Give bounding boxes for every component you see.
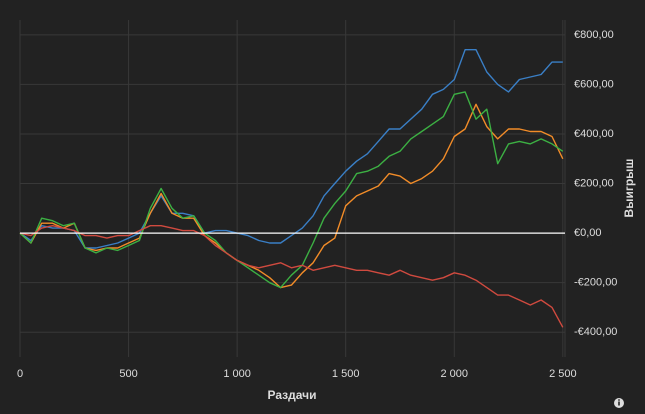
- line-series: [19, 49, 563, 249]
- y-tick-label: €600,00: [574, 78, 614, 90]
- y-tick-label: €200,00: [574, 177, 614, 189]
- x-tick-label: 1 000: [223, 368, 251, 380]
- y-axis-label: Выигрыш: [622, 159, 636, 218]
- line-series: [19, 225, 564, 328]
- x-tick-label: 2 000: [440, 368, 468, 380]
- y-tick-label: €0,00: [574, 227, 602, 239]
- y-tick-label: -€400,00: [574, 326, 617, 338]
- x-tick-label: 1 500: [332, 368, 360, 380]
- y-tick-label: €800,00: [574, 29, 614, 41]
- x-axis-label: Раздачи: [268, 388, 317, 402]
- line-series: [19, 91, 564, 289]
- y-tick-label: -€200,00: [574, 277, 617, 289]
- info-icon[interactable]: [614, 398, 624, 408]
- y-tick-label: €400,00: [574, 128, 614, 140]
- x-tick-label: 2 500: [549, 368, 577, 380]
- line-series: [19, 103, 564, 289]
- x-tick-label: 500: [119, 368, 137, 380]
- x-tick-label: 0: [17, 368, 23, 380]
